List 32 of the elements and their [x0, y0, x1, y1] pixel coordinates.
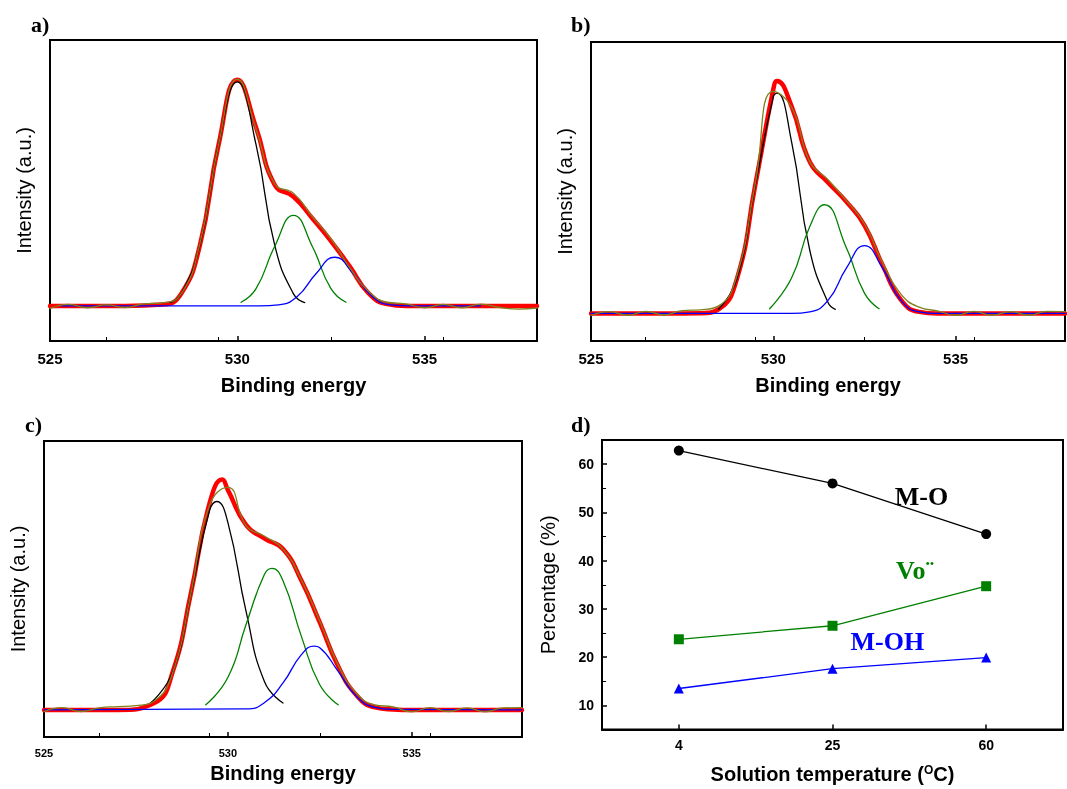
x-tick-label: 525: [37, 350, 63, 367]
y-tick-label: 20: [578, 649, 595, 666]
series-label: M-O: [894, 481, 949, 511]
x-axis-title: Binding energy: [755, 374, 902, 396]
series-label: M-OH: [850, 627, 925, 657]
x-tick-label: 530: [760, 350, 786, 367]
y-tick-label: 60: [578, 456, 595, 473]
x-tick-label: 4: [674, 736, 683, 753]
chart-title: b): [571, 11, 591, 37]
y-tick-label: 50: [578, 504, 595, 521]
chart-title: a): [31, 11, 50, 37]
x-tick-label: 535: [943, 350, 969, 367]
x-tick-label: 525: [578, 350, 604, 367]
y-axis-title: Intensity (a.u.): [13, 127, 35, 254]
y-tick-label: 30: [578, 600, 595, 617]
chart-title: d): [571, 411, 591, 437]
x-tick-label: 25: [824, 736, 841, 753]
series-label: Vo¨: [896, 555, 935, 585]
x-axis-title: Binding energy: [210, 762, 357, 784]
y-axis-title: Intensity (a.u.): [7, 525, 29, 653]
y-axis-title: Intensity (a.u.): [554, 128, 576, 255]
x-tick-label: 530: [224, 350, 250, 367]
x-tick-label: 525: [34, 746, 54, 759]
y-tick-label: 40: [578, 552, 595, 569]
x-axis-title: Binding energy: [220, 374, 368, 396]
y-tick-label: 10: [578, 697, 595, 714]
x-tick-label: 530: [218, 746, 238, 759]
chart-title: c): [25, 411, 43, 437]
x-tick-label: 535: [412, 350, 438, 367]
x-tick-label: 535: [402, 746, 421, 759]
x-tick-label: 60: [978, 736, 995, 753]
y-axis-title: Percentage (%): [537, 515, 559, 655]
